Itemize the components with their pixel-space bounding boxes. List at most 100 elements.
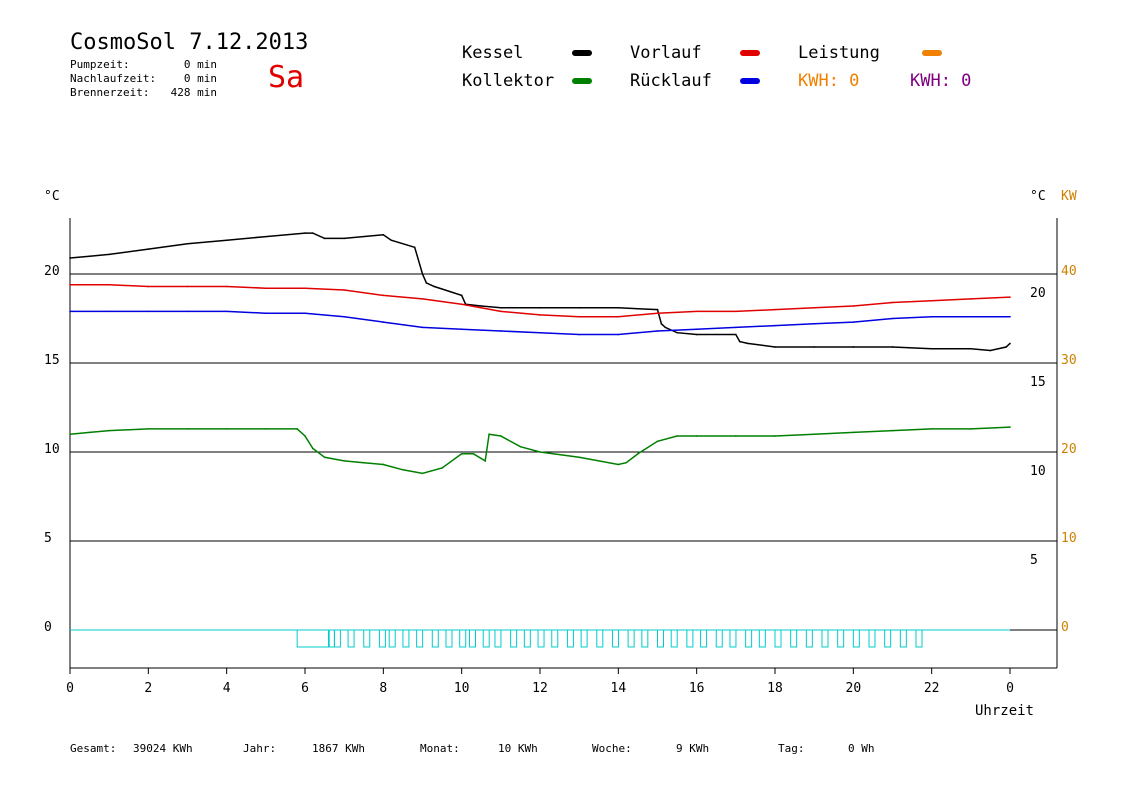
data-point-kollektor [676, 435, 678, 437]
data-point-kollektor [304, 435, 306, 437]
data-point-ruecklauf [970, 315, 972, 318]
pump-block [715, 629, 723, 648]
data-point-kollektor [617, 463, 620, 466]
day-label: Tag: [778, 742, 805, 755]
pump-block [700, 629, 708, 648]
pump-block [915, 629, 923, 648]
data-point-kollektor [484, 460, 486, 462]
data-point-kessel [425, 282, 428, 284]
data-point-kessel [664, 326, 667, 329]
data-point-kessel [735, 333, 737, 336]
pump-block [884, 629, 892, 648]
data-point-kollektor [147, 428, 150, 430]
data-point-kollektor [69, 433, 71, 436]
pump-block [482, 629, 490, 648]
x-tick-label: 4 [223, 681, 231, 696]
x-tick-label: 14 [611, 681, 627, 696]
data-point-vorlauf [774, 308, 776, 311]
data-point-ruecklauf [656, 330, 659, 332]
data-point-kollektor [500, 435, 502, 437]
pump-block [657, 629, 664, 648]
data-point-vorlauf [539, 314, 541, 316]
data-point-vorlauf [930, 299, 933, 302]
data-point-kollektor [519, 445, 522, 448]
pump-block [363, 629, 371, 648]
data-point-kollektor [362, 461, 365, 464]
data-point-kessel [578, 307, 580, 309]
pump-block [469, 629, 476, 648]
data-point-kollektor [1009, 426, 1011, 428]
data-point-kessel [1009, 342, 1011, 345]
month-label: Monat: [420, 742, 460, 755]
series-line-kollektor [69, 426, 1011, 475]
data-point-kessel [312, 232, 314, 234]
pump-block [523, 629, 531, 648]
data-point-vorlauf [1009, 296, 1011, 298]
pump-block [729, 629, 737, 648]
y-axis-label-left: °C [44, 189, 60, 204]
legend-vorlauf-label: Vorlauf [630, 43, 702, 63]
data-point-kollektor [891, 429, 894, 432]
legend-kollektor-label: Kollektor [462, 71, 555, 91]
data-point-ruecklauf [460, 328, 463, 330]
burner-time-value: 428 min [170, 86, 217, 99]
data-point-kollektor [108, 429, 110, 432]
pump-block [510, 629, 518, 648]
data-point-kollektor [421, 472, 424, 475]
pump-block [347, 629, 355, 648]
pump-block [790, 629, 798, 648]
burner-time-label: Brennerzeit: [70, 86, 150, 99]
y-tick-label-left: 0 [44, 620, 52, 635]
data-point-kessel [88, 255, 91, 257]
y-axis-label-right-temp: °C [1030, 189, 1046, 204]
pump-block [596, 629, 604, 648]
data-point-vorlauf [617, 315, 620, 318]
data-point-kollektor [813, 433, 815, 436]
data-point-ruecklauf [265, 312, 267, 314]
pump-block [537, 629, 545, 648]
data-point-kollektor [488, 433, 490, 436]
y-tick-label-right-temp: 15 [1030, 375, 1046, 390]
data-point-kollektor [735, 435, 737, 437]
pump-block [580, 629, 588, 648]
y-tick-label-left: 5 [44, 531, 52, 546]
y-tick-label-right-temp: 10 [1030, 464, 1046, 479]
pump-block [868, 629, 876, 648]
year-value: 1867 KWh [312, 742, 365, 755]
data-point-kollektor [296, 428, 298, 430]
data-point-kollektor [637, 452, 639, 455]
data-point-kessel [970, 347, 972, 350]
data-point-kessel [108, 253, 110, 256]
data-point-kollektor [656, 440, 659, 443]
pump-block [852, 629, 860, 648]
pump-time-label: Pumpzeit: [70, 58, 130, 71]
data-point-kessel [460, 294, 463, 297]
data-point-ruecklauf [225, 310, 228, 313]
data-point-ruecklauf [108, 310, 110, 313]
x-tick-label: 8 [379, 681, 387, 696]
data-point-ruecklauf [304, 312, 306, 314]
total-value: 39024 KWh [133, 742, 193, 755]
data-point-kessel [186, 242, 189, 245]
x-axis-label: Uhrzeit [975, 703, 1034, 719]
data-point-kessel [617, 307, 620, 309]
data-point-vorlauf [852, 305, 855, 307]
data-point-vorlauf [970, 298, 972, 300]
legend-kollektor-swatch [572, 78, 592, 84]
pump-block [805, 629, 813, 648]
day-value: 0 Wh [848, 742, 875, 755]
data-point-ruecklauf [500, 330, 502, 332]
data-point-kessel [421, 273, 424, 275]
week-value: 9 KWh [676, 742, 710, 755]
data-point-kollektor [225, 428, 228, 430]
data-point-kollektor [312, 447, 314, 450]
data-point-vorlauf [421, 298, 424, 300]
data-point-kollektor [186, 428, 189, 430]
data-point-kessel [539, 307, 541, 309]
data-point-kessel [695, 333, 698, 336]
y-tick-label-right-temp: 5 [1030, 553, 1038, 568]
data-point-kollektor [382, 463, 385, 466]
pump-block [494, 629, 502, 648]
x-tick-label: 16 [689, 681, 705, 696]
